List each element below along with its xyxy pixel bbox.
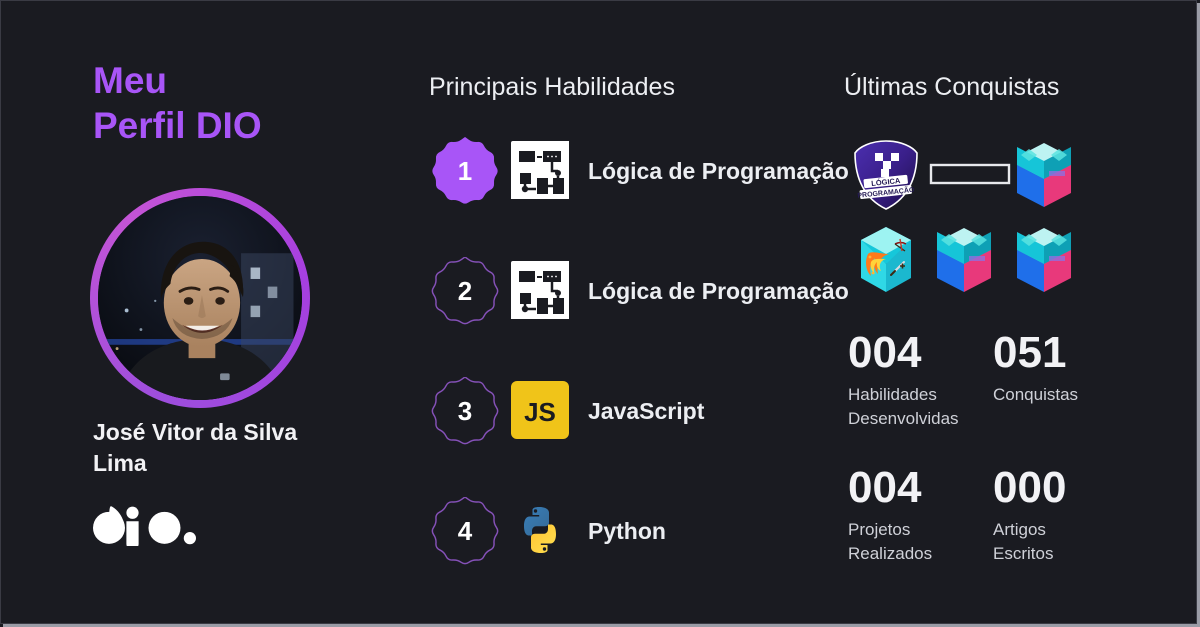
svg-text:JS: JS [524, 397, 556, 427]
